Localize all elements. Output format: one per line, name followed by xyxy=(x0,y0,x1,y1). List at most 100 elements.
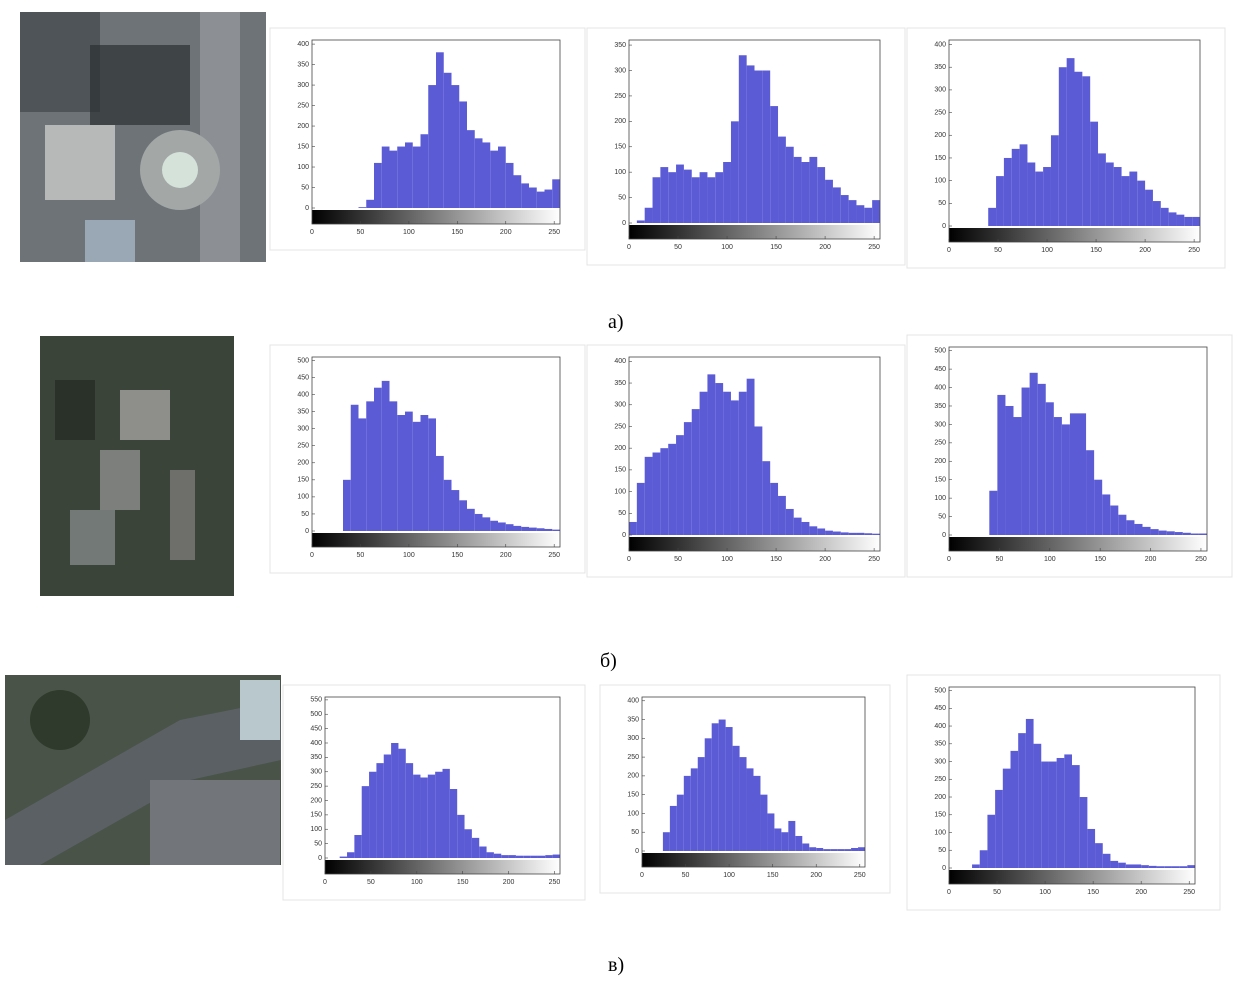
x-tick-label: 0 xyxy=(310,229,314,236)
bar xyxy=(1090,121,1099,226)
bar xyxy=(523,855,531,858)
bar xyxy=(366,401,374,531)
x-tick-label: 0 xyxy=(640,872,644,879)
bar xyxy=(350,404,359,531)
bar xyxy=(817,167,826,223)
bar xyxy=(844,849,852,851)
bar xyxy=(668,172,677,223)
bar xyxy=(536,191,545,208)
histogram-chart: 0 50 100 150 200 250 300 350 0 50 100 150 200 250 xyxy=(586,27,906,266)
bar xyxy=(552,529,560,531)
bar xyxy=(1158,530,1167,535)
y-tick-label: 50 xyxy=(301,184,309,191)
bar xyxy=(513,525,522,531)
bar xyxy=(754,426,763,535)
bar xyxy=(837,849,845,851)
x-tick-label: 250 xyxy=(868,244,880,251)
bar xyxy=(420,777,428,858)
y-tick-label: 350 xyxy=(297,408,309,415)
bar xyxy=(1134,523,1143,535)
bar xyxy=(381,146,390,208)
bar xyxy=(1072,765,1080,868)
x-tick-label: 0 xyxy=(323,879,327,886)
bar xyxy=(1041,761,1049,868)
bar xyxy=(464,829,472,858)
histogram-chart: 0 50 100 150 200 250 300 350 400 450 500 0 50 100 150 2… xyxy=(269,344,586,574)
axes-box xyxy=(948,39,1201,243)
bar xyxy=(1098,153,1106,226)
bar xyxy=(358,207,367,208)
bar xyxy=(690,768,698,851)
bar xyxy=(793,156,802,223)
bar xyxy=(762,70,771,223)
bar xyxy=(732,745,740,851)
bar xyxy=(739,757,747,851)
y-tick-label: 100 xyxy=(934,829,946,836)
bar xyxy=(785,508,794,535)
bar xyxy=(697,757,705,851)
y-tick-label: 400 xyxy=(934,723,946,730)
bar xyxy=(1137,180,1146,226)
bar xyxy=(457,814,465,858)
y-tick-label: 250 xyxy=(614,423,626,430)
bar xyxy=(979,850,988,868)
bar xyxy=(715,383,724,535)
axes-box xyxy=(324,696,561,875)
bar xyxy=(1079,797,1088,868)
bar xyxy=(428,418,436,531)
bar xyxy=(1078,413,1087,535)
bar xyxy=(490,150,498,208)
y-tick-label: 50 xyxy=(938,200,946,207)
bar xyxy=(1095,843,1103,868)
bar xyxy=(428,85,436,208)
y-tick-label: 400 xyxy=(934,41,946,48)
bar xyxy=(374,387,382,531)
bar xyxy=(825,179,833,223)
bar xyxy=(493,853,502,858)
bar xyxy=(652,452,661,535)
colorbar xyxy=(629,537,880,551)
axes-box xyxy=(948,686,1196,885)
bar xyxy=(505,524,514,531)
bar xyxy=(1129,171,1138,226)
x-tick-label: 150 xyxy=(770,556,782,563)
bar xyxy=(644,456,653,535)
bar xyxy=(746,65,755,224)
axes-box xyxy=(311,356,561,548)
bar xyxy=(1126,520,1135,535)
x-tick-label: 100 xyxy=(723,872,735,879)
y-tick-label: 50 xyxy=(618,510,626,517)
bar xyxy=(1058,67,1067,226)
bar xyxy=(730,400,739,535)
y-tick-label: 50 xyxy=(314,840,322,847)
bar xyxy=(770,482,779,535)
y-tick-label: 300 xyxy=(934,758,946,765)
axes-box xyxy=(628,356,881,552)
y-tick-label: 0 xyxy=(622,220,626,227)
bar xyxy=(840,532,849,535)
bar xyxy=(505,162,514,208)
bar xyxy=(467,130,475,208)
bar xyxy=(825,530,833,535)
y-tick-label: 200 xyxy=(297,123,309,130)
bar xyxy=(479,846,487,858)
bar xyxy=(376,763,384,858)
x-tick-label: 100 xyxy=(403,552,415,559)
bar xyxy=(1176,214,1185,226)
y-tick-label: 200 xyxy=(614,445,626,452)
bar xyxy=(1141,865,1149,868)
bar xyxy=(704,738,712,851)
caption: в) xyxy=(608,954,624,976)
axes-box xyxy=(628,39,881,240)
bar xyxy=(753,775,761,851)
axes-box xyxy=(311,39,561,225)
bar xyxy=(1150,529,1159,535)
bar xyxy=(718,719,726,851)
y-tick-label: 50 xyxy=(938,513,946,520)
y-tick-label: 200 xyxy=(614,118,626,125)
bar xyxy=(374,162,382,208)
x-tick-label: 50 xyxy=(674,244,682,251)
y-tick-label: 100 xyxy=(310,826,322,833)
x-tick-label: 250 xyxy=(1183,889,1195,896)
bar xyxy=(1087,828,1096,868)
